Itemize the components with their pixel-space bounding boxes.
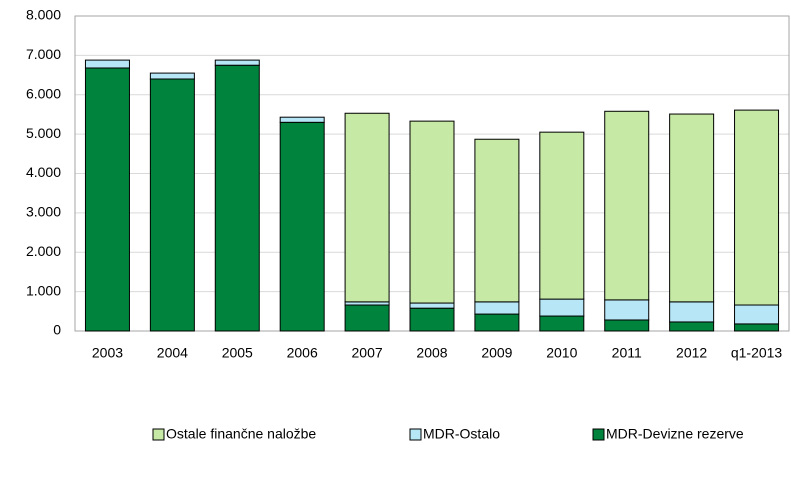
bar-segment — [409, 120, 455, 304]
legend-label: Ostale finančne naložbe — [166, 426, 316, 442]
bar-segment — [84, 59, 130, 69]
legend-swatch — [409, 428, 422, 441]
bar-segment — [214, 64, 260, 332]
bar-segment — [734, 109, 780, 306]
x-tick-label: q1-2013 — [731, 345, 783, 361]
x-tick-label: 2012 — [676, 345, 707, 361]
bar-segment — [474, 301, 520, 315]
legend-swatch — [592, 428, 605, 441]
y-tick-label: 3.000 — [26, 204, 61, 220]
x-tick-label: 2011 — [612, 345, 642, 361]
x-tick-label: 2006 — [287, 345, 318, 361]
bar-segment — [149, 78, 195, 332]
legend-label: MDR-Ostalo — [423, 426, 500, 442]
bar-segment — [669, 321, 715, 332]
bar-segment — [669, 301, 715, 323]
x-tick-label: 2008 — [416, 345, 447, 361]
bar-segment — [734, 323, 780, 332]
y-tick-label: 2.000 — [26, 243, 61, 259]
bar-segment — [604, 299, 650, 321]
bar-segment — [149, 72, 195, 80]
y-tick-label: 1.000 — [26, 282, 61, 298]
x-tick-label: 2007 — [352, 345, 383, 361]
x-tick-label: 2009 — [481, 345, 512, 361]
y-tick-label: 8.000 — [26, 7, 61, 23]
bar-segment — [604, 110, 650, 301]
bar-segment — [604, 319, 650, 332]
x-tick-label: 2004 — [157, 345, 188, 361]
bar-segment — [279, 121, 325, 332]
bar-segment — [214, 59, 260, 66]
legend-label: MDR-Devizne rezerve — [606, 426, 744, 442]
bar-segment — [409, 302, 455, 309]
x-tick-label: 2005 — [222, 345, 253, 361]
bar-segment — [539, 298, 585, 317]
bar-segment — [539, 315, 585, 332]
legend-swatch — [152, 428, 165, 441]
y-tick-label: 7.000 — [26, 46, 61, 62]
bar-segment — [474, 138, 520, 303]
bar-segment — [669, 113, 715, 303]
bar-segment — [409, 307, 455, 332]
bar-segment — [279, 116, 325, 123]
bar-segment — [734, 304, 780, 325]
bar-segment — [84, 67, 130, 332]
y-tick-label: 4.000 — [26, 164, 61, 180]
bar-segment — [539, 131, 585, 300]
bar-segment — [344, 304, 390, 332]
y-tick-label: 0 — [53, 322, 61, 338]
x-tick-label: 2003 — [92, 345, 123, 361]
y-tick-label: 5.000 — [26, 125, 61, 141]
bar-segment — [474, 313, 520, 332]
x-tick-label: 2010 — [546, 345, 577, 361]
bar-segment — [344, 112, 390, 303]
y-tick-label: 6.000 — [26, 85, 61, 101]
